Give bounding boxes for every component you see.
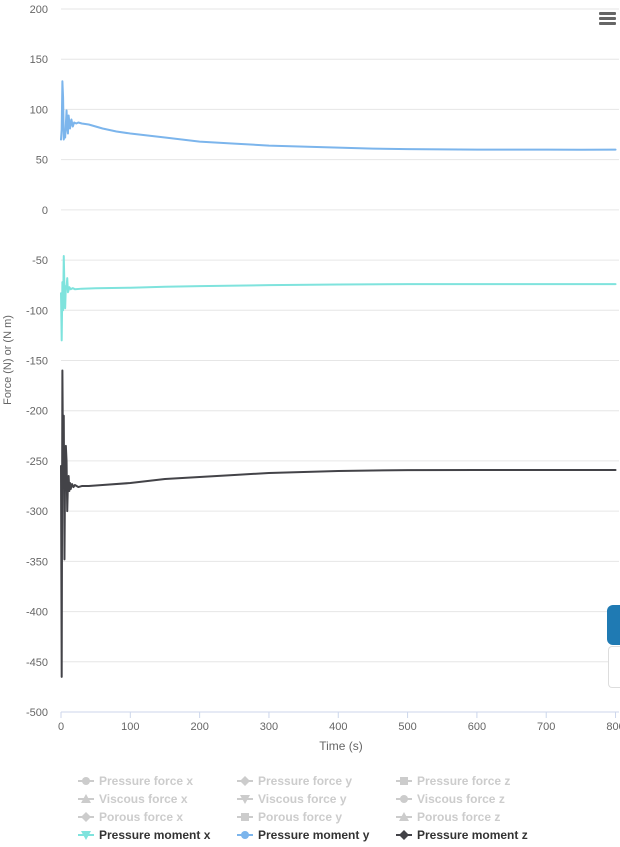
legend-item[interactable]: Viscous force y [258, 792, 347, 806]
series-line-pressure-moment-x[interactable] [60, 255, 617, 342]
legend-symbol-triangle-icon [399, 812, 409, 821]
y-tick-label: -400 [26, 607, 48, 619]
legend-item[interactable]: Viscous force z [417, 792, 505, 806]
y-tick-label: 0 [42, 205, 48, 217]
y-tick-label: 150 [30, 54, 48, 66]
y-tick-label: -350 [26, 556, 48, 568]
legend-symbol-diamond-icon [399, 830, 409, 840]
x-axis-title: Time (s) [319, 739, 363, 753]
legend-item[interactable]: Pressure moment x [99, 828, 211, 842]
x-tick-label: 300 [260, 721, 278, 733]
y-tick-label: 50 [36, 155, 48, 167]
legend-item[interactable]: Viscous force x [99, 792, 188, 806]
legend-item[interactable]: Pressure force x [99, 774, 193, 788]
legend-item[interactable]: Pressure moment y [258, 828, 370, 842]
x-tick-label: 600 [468, 721, 486, 733]
hamburger-menu-icon[interactable] [597, 10, 619, 30]
x-tick-label: 200 [190, 721, 208, 733]
legend-symbol-square-icon [241, 813, 249, 821]
legend-symbol-triangle-down-icon [81, 831, 91, 840]
y-tick-label: 200 [30, 4, 48, 16]
x-tick-label: 500 [398, 721, 416, 733]
legend-symbol-circle-icon [241, 831, 249, 839]
y-tick-label: -100 [26, 305, 48, 317]
legend-symbol-triangle-icon [81, 794, 91, 803]
legend-symbol-square-icon [400, 777, 408, 785]
series-line-pressure-moment-z[interactable] [60, 369, 617, 678]
legend-item[interactable]: Porous force x [99, 810, 183, 824]
y-tick-label: -250 [26, 456, 48, 468]
y-tick-label: -150 [26, 356, 48, 368]
y-tick-label: -450 [26, 657, 48, 669]
y-tick-label: -300 [26, 506, 48, 518]
side-panel-tab[interactable] [607, 605, 620, 645]
legend-item[interactable]: Porous force y [258, 810, 342, 824]
legend-symbol-triangle-down-icon [240, 795, 250, 804]
legend-symbol-diamond-icon [81, 812, 91, 822]
y-tick-label: -200 [26, 406, 48, 418]
x-tick-label: 400 [329, 721, 347, 733]
x-tick-label: 800 [606, 721, 620, 733]
y-tick-label: -500 [26, 707, 48, 719]
x-tick-label: 700 [537, 721, 555, 733]
legend-item[interactable]: Pressure force z [417, 774, 510, 788]
series-line-pressure-moment-y[interactable] [60, 80, 617, 151]
x-tick-label: 100 [121, 721, 139, 733]
legend-item[interactable]: Porous force z [417, 810, 500, 824]
side-panel-edge [608, 646, 620, 688]
legend-symbol-circle-icon [82, 777, 90, 785]
y-axis-title: Force (N) or (N m) [2, 315, 14, 405]
legend-item[interactable]: Pressure moment z [417, 828, 528, 842]
y-tick-label: 100 [30, 104, 48, 116]
legend-item[interactable]: Pressure force y [258, 774, 352, 788]
y-tick-label: -50 [32, 255, 48, 267]
legend-symbol-circle-icon [400, 795, 408, 803]
legend-symbol-diamond-icon [240, 776, 250, 786]
x-tick-label: 0 [58, 721, 64, 733]
